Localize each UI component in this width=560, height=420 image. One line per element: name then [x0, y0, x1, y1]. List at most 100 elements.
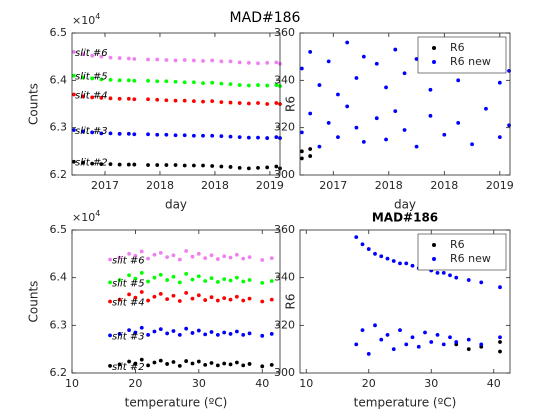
- data-point: [117, 56, 122, 60]
- data-point: [234, 252, 239, 257]
- legend-label: R6: [450, 238, 465, 251]
- y-tick-label: 320: [274, 318, 295, 331]
- data-point: [354, 76, 359, 80]
- data-point: [158, 250, 163, 255]
- data-point: [71, 92, 76, 97]
- data-point: [228, 100, 233, 105]
- data-point: [190, 361, 195, 366]
- y-tick-label: 6.2: [50, 168, 68, 181]
- series-label: slit #5: [75, 72, 108, 83]
- data-point: [228, 297, 233, 302]
- x-axis-label: temperature (ºC): [354, 396, 457, 410]
- legend-box: [417, 233, 507, 271]
- x-tick-label: 2019: [486, 179, 514, 192]
- x-tick-label: 30: [424, 377, 438, 390]
- data-point: [215, 332, 220, 337]
- data-point: [99, 131, 104, 136]
- data-point: [108, 55, 113, 60]
- data-point: [190, 277, 195, 282]
- y-exponent: ×104: [72, 209, 100, 225]
- series-label: slit #4: [112, 298, 145, 309]
- series-label: slit #4: [75, 91, 108, 102]
- data-point: [234, 275, 239, 280]
- y-tick-label: 6.4: [50, 73, 68, 86]
- data-point: [139, 357, 144, 362]
- x-tick-label: 40: [487, 377, 501, 390]
- data-point: [182, 80, 187, 85]
- series-label: slit #3: [112, 331, 145, 342]
- data-point: [228, 59, 233, 64]
- y-tick-label: 6.3: [50, 121, 68, 134]
- data-point: [90, 95, 95, 100]
- data-point: [345, 40, 350, 45]
- data-point: [366, 352, 371, 356]
- x-tick-label: 10: [65, 377, 79, 390]
- data-point: [108, 299, 112, 304]
- data-point: [126, 162, 131, 167]
- data-point: [299, 156, 304, 161]
- legend-box: [417, 36, 507, 74]
- data-point: [155, 163, 160, 167]
- data-point: [410, 335, 415, 340]
- data-point: [456, 78, 461, 83]
- data-point: [171, 360, 176, 364]
- data-point: [209, 361, 214, 365]
- data-point: [81, 75, 85, 80]
- data-point: [326, 59, 331, 64]
- y-exponent: ×104: [72, 12, 100, 28]
- data-point: [196, 328, 201, 333]
- data-point: [165, 278, 170, 282]
- y-tick-label: 6.4: [50, 271, 68, 284]
- data-point: [139, 325, 144, 330]
- data-point: [182, 98, 187, 103]
- data-point: [133, 295, 138, 300]
- data-point: [215, 280, 220, 284]
- legend-label: R6: [450, 41, 465, 54]
- data-point: [173, 98, 178, 103]
- data-point: [196, 293, 201, 298]
- data-point: [165, 255, 170, 260]
- data-point: [164, 58, 169, 62]
- y-tick-label: 340: [274, 73, 295, 86]
- data-point: [146, 78, 150, 83]
- data-point: [336, 135, 340, 140]
- data-point: [354, 235, 359, 240]
- axes-box: [299, 32, 511, 176]
- data-point: [165, 362, 170, 366]
- data-point: [256, 61, 260, 66]
- data-point: [423, 330, 427, 335]
- data-point: [308, 147, 313, 151]
- legend-marker: [432, 257, 436, 261]
- data-point: [117, 278, 122, 282]
- data-point: [71, 159, 76, 164]
- data-point: [210, 133, 215, 138]
- x-tick-label: 2018: [375, 179, 403, 192]
- data-point: [152, 252, 157, 257]
- data-point: [246, 101, 251, 106]
- data-point: [203, 298, 208, 302]
- data-point: [361, 54, 366, 59]
- data-point: [234, 360, 239, 365]
- data-point: [442, 132, 447, 137]
- data-point: [497, 80, 502, 85]
- data-point: [201, 99, 205, 104]
- data-point: [191, 163, 196, 168]
- data-point: [398, 328, 402, 332]
- data-point: [246, 166, 251, 171]
- series-label: slit #6: [112, 256, 145, 267]
- data-point: [336, 92, 340, 97]
- data-point: [234, 294, 239, 299]
- data-point: [90, 76, 95, 81]
- data-point: [247, 255, 252, 260]
- data-point: [177, 299, 182, 303]
- data-point: [374, 61, 379, 66]
- data-point: [177, 332, 182, 337]
- data-point: [374, 116, 379, 121]
- data-point: [274, 164, 279, 169]
- data-point: [228, 332, 233, 336]
- data-point: [414, 57, 419, 61]
- data-point: [209, 295, 214, 300]
- data-point: [99, 77, 104, 82]
- data-point: [164, 98, 169, 103]
